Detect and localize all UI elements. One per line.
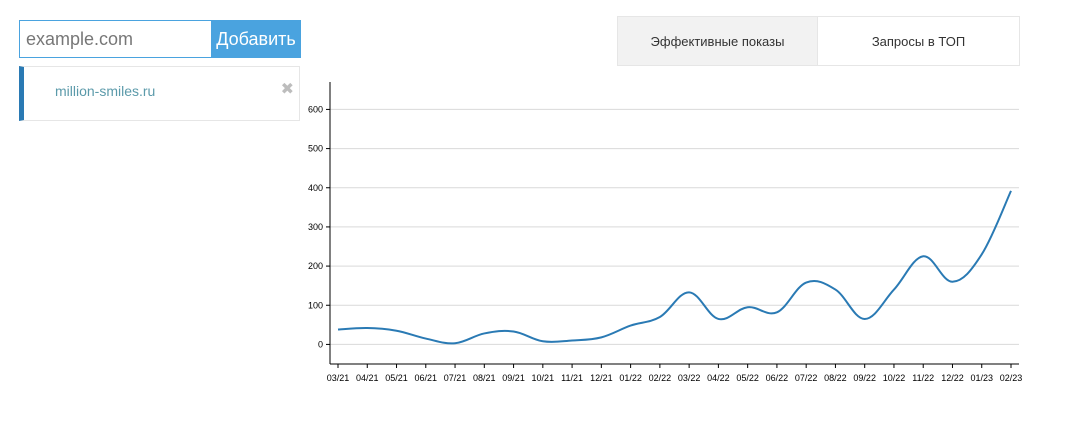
x-tick-label: 11/22 <box>912 373 934 383</box>
data-point <box>395 329 399 333</box>
tab-top-queries[interactable]: Запросы в ТОП <box>818 16 1020 66</box>
y-tick-label: 100 <box>308 300 323 310</box>
data-point <box>599 335 603 339</box>
data-point <box>453 341 457 345</box>
x-tick-label: 12/21 <box>590 373 613 383</box>
x-tick-label: 07/22 <box>795 373 818 383</box>
data-point <box>833 288 837 292</box>
y-tick-label: 500 <box>308 144 323 154</box>
data-point <box>921 254 925 258</box>
tab-effective-impressions[interactable]: Эффективные показы <box>617 16 818 66</box>
data-point <box>1009 189 1013 193</box>
add-site-button[interactable]: Добавить <box>211 20 301 58</box>
x-tick-label: 05/21 <box>385 373 408 383</box>
chart-tabs: Эффективные показы Запросы в ТОП <box>617 16 1020 66</box>
x-tick-label: 03/21 <box>327 373 350 383</box>
data-point <box>980 252 984 256</box>
close-icon[interactable]: ✖ <box>280 81 294 98</box>
data-point <box>658 315 662 319</box>
x-tick-label: 01/22 <box>619 373 642 383</box>
data-point <box>892 288 896 292</box>
data-point <box>541 339 545 343</box>
site-domain-label: million-smiles.ru <box>55 83 156 99</box>
site-list: million-smiles.ru ✖ <box>19 66 300 121</box>
x-tick-label: 09/21 <box>502 373 525 383</box>
x-tick-label: 08/21 <box>473 373 496 383</box>
x-tick-label: 09/22 <box>853 373 876 383</box>
y-tick-label: 0 <box>318 339 323 349</box>
x-tick-label: 03/22 <box>678 373 701 383</box>
x-tick-label: 04/22 <box>707 373 730 383</box>
data-point <box>687 290 691 294</box>
x-tick-label: 05/22 <box>736 373 759 383</box>
x-tick-label: 10/21 <box>532 373 555 383</box>
site-url-input[interactable] <box>19 20 211 58</box>
data-point <box>804 281 808 285</box>
data-point <box>775 310 779 314</box>
data-point <box>482 331 486 335</box>
x-tick-label: 01/23 <box>970 373 993 383</box>
data-point <box>365 326 369 330</box>
x-tick-label: 11/21 <box>561 373 583 383</box>
data-point <box>950 280 954 284</box>
series-line <box>337 190 1012 345</box>
x-tick-label: 06/22 <box>766 373 789 383</box>
add-site-form: Добавить <box>19 20 301 58</box>
x-tick-label: 12/22 <box>941 373 964 383</box>
y-tick-label: 300 <box>308 222 323 232</box>
data-point <box>716 317 720 321</box>
data-point <box>746 305 750 309</box>
data-point <box>629 324 633 328</box>
x-tick-label: 02/22 <box>649 373 672 383</box>
x-tick-label: 04/21 <box>356 373 379 383</box>
x-tick-label: 10/22 <box>883 373 906 383</box>
x-tick-label: 07/21 <box>444 373 467 383</box>
data-point <box>424 337 428 341</box>
data-point <box>512 329 516 333</box>
x-tick-label: 06/21 <box>415 373 438 383</box>
y-tick-label: 600 <box>308 104 323 114</box>
data-point <box>863 317 867 321</box>
x-tick-label: 08/22 <box>824 373 847 383</box>
x-tick-label: 02/23 <box>1000 373 1023 383</box>
data-point <box>336 328 340 332</box>
y-tick-label: 400 <box>308 183 323 193</box>
site-list-item[interactable]: million-smiles.ru ✖ <box>19 66 300 121</box>
data-point <box>570 339 574 343</box>
y-tick-label: 200 <box>308 261 323 271</box>
